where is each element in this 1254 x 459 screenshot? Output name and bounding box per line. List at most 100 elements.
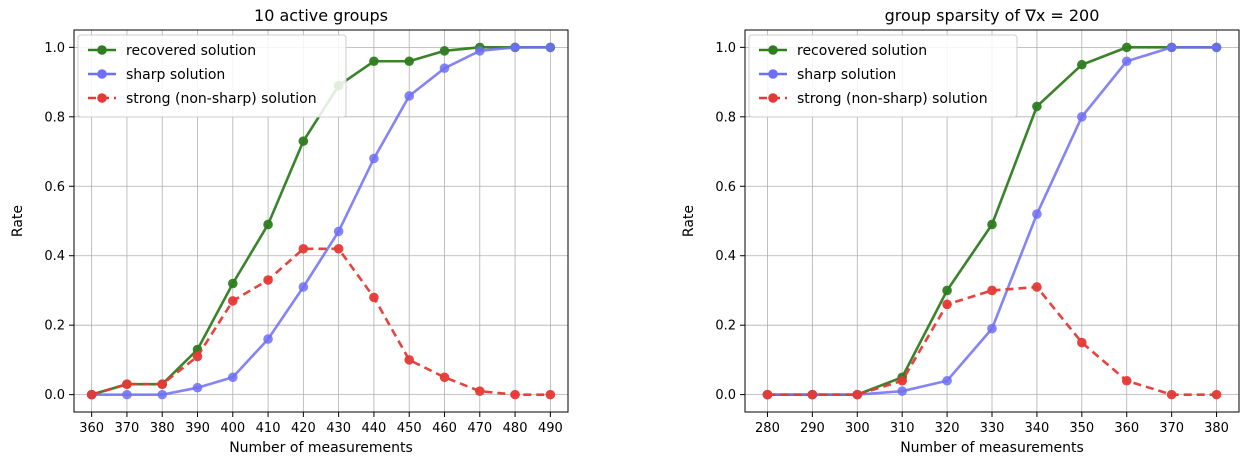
data-point <box>1211 389 1222 400</box>
data-point <box>897 386 907 396</box>
data-point <box>897 375 907 386</box>
y-tick-label: 0.2 <box>44 319 65 334</box>
data-point <box>86 389 97 400</box>
data-point <box>439 63 450 73</box>
x-tick-label: 370 <box>1159 421 1184 436</box>
data-point <box>987 285 997 296</box>
legend-box <box>748 34 1018 118</box>
data-point <box>852 389 863 400</box>
data-point <box>1121 56 1132 67</box>
x-tick-label: 460 <box>432 421 457 436</box>
x-tick-label: 440 <box>362 421 387 436</box>
x-tick-label: 420 <box>291 421 316 436</box>
data-point <box>1121 42 1132 53</box>
legend-swatch-marker <box>97 69 107 79</box>
data-point <box>474 46 485 56</box>
legend-entry-label: strong (non-sharp) solution <box>126 91 317 107</box>
legend-box <box>77 34 347 118</box>
plot-frame <box>73 29 569 413</box>
legend-entry-label: sharp solution <box>797 67 896 83</box>
x-tick-label: 430 <box>326 421 351 436</box>
data-point <box>1211 42 1222 53</box>
x-tick-label: 370 <box>115 421 140 436</box>
data-point <box>942 285 952 296</box>
data-point <box>369 56 379 67</box>
data-point <box>298 136 309 146</box>
data-point <box>439 46 450 56</box>
x-tick-label: 390 <box>185 421 210 436</box>
legend-entry-label: recovered solution <box>797 43 927 59</box>
y-tick-label: 0.8 <box>44 110 65 125</box>
legend-entry-label: sharp solution <box>126 67 225 83</box>
legend-swatch-marker <box>768 45 778 55</box>
data-point <box>545 42 556 53</box>
data-point <box>369 153 379 164</box>
x-tick-label: 450 <box>397 421 422 436</box>
data-point <box>439 372 450 383</box>
data-point <box>510 42 520 53</box>
data-point <box>942 299 952 310</box>
x-tick-label: 360 <box>1114 421 1139 436</box>
data-point <box>263 219 273 230</box>
x-tick-label: 300 <box>845 421 870 436</box>
data-point <box>263 334 273 344</box>
x-tick-label: 310 <box>890 421 915 436</box>
data-point <box>1032 282 1042 292</box>
y-tick-label: 1.0 <box>715 41 736 56</box>
x-axis-label: Number of measurements <box>229 440 413 456</box>
x-tick-label: 380 <box>1204 421 1229 436</box>
data-point <box>298 282 309 292</box>
x-tick-label: 340 <box>1024 421 1049 436</box>
series-line-3 <box>91 247 551 396</box>
data-point <box>227 296 238 306</box>
x-tick-label: 470 <box>467 421 492 436</box>
data-point <box>1032 209 1042 219</box>
y-tick-label: 1.0 <box>44 41 65 56</box>
x-tick-label: 380 <box>150 421 175 436</box>
data-point <box>987 323 997 334</box>
x-tick-label: 320 <box>935 421 960 436</box>
legend-entry-label: strong (non-sharp) solution <box>797 91 988 107</box>
x-tick-label: 280 <box>755 421 780 436</box>
data-point <box>157 389 168 400</box>
data-point <box>227 372 238 383</box>
data-point <box>1077 59 1087 70</box>
x-tick-label: 290 <box>800 421 825 436</box>
x-tick-label: 490 <box>538 421 563 436</box>
data-point <box>122 379 132 390</box>
data-point <box>369 292 379 303</box>
data-point <box>1121 375 1132 386</box>
legend-swatch-marker <box>97 45 107 55</box>
x-tick-label: 400 <box>220 421 245 436</box>
chart-panel-1: 360 370 380 390 400 410 420 430 440 450 460 470 480 4… <box>10 6 569 456</box>
y-tick-label: 0.6 <box>715 180 736 195</box>
data-point <box>807 389 818 400</box>
data-point <box>1032 101 1042 112</box>
data-point <box>227 278 238 289</box>
data-point <box>942 375 952 386</box>
x-tick-label: 350 <box>1069 421 1094 436</box>
y-tick-label: 0.6 <box>44 180 65 195</box>
data-point <box>762 389 773 400</box>
data-point <box>333 226 344 237</box>
data-point <box>404 355 415 365</box>
data-point <box>510 389 520 400</box>
y-tick-label: 0.0 <box>44 388 65 403</box>
data-point <box>404 56 415 67</box>
chart-title: group sparsity of ∇x = 200 <box>885 6 1100 25</box>
data-point <box>404 91 415 101</box>
chart-title: 10 active groups <box>254 6 388 25</box>
x-tick-label: 360 <box>79 421 104 436</box>
x-axis-label: Number of measurements <box>900 440 1084 456</box>
data-point <box>122 389 132 400</box>
legend-swatch-marker <box>768 93 778 103</box>
legend-swatch-marker <box>768 69 778 79</box>
y-axis-label: Rate <box>10 205 26 237</box>
legend: recovered solution sharp solution strong (… <box>77 34 347 118</box>
y-tick-label: 0.4 <box>715 249 736 264</box>
chart-panel-2: 280 290 300 310 320 330 340 350 360 370 380 0.0 0.2 0… <box>681 6 1240 456</box>
y-tick-label: 0.8 <box>715 110 736 125</box>
data-point <box>263 275 273 285</box>
data-point <box>333 243 344 254</box>
data-point <box>1077 337 1087 348</box>
